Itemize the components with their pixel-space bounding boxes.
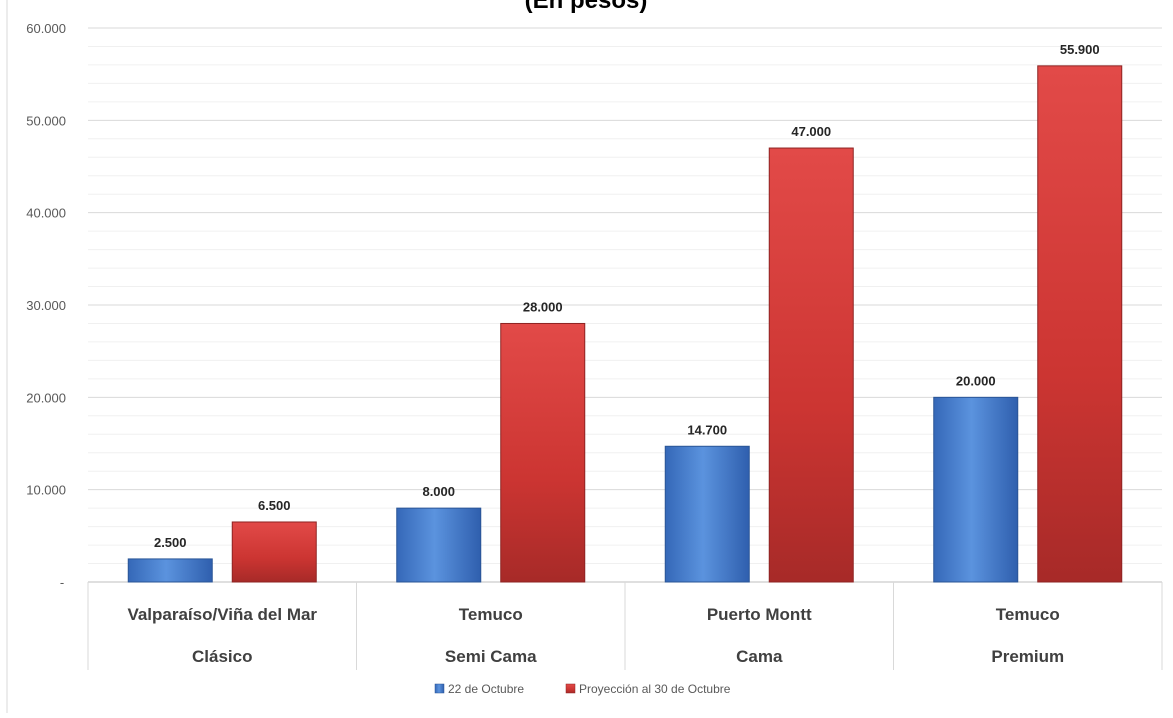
y-tick-label: 60.000 (26, 21, 66, 36)
bar-octubre-22[interactable] (933, 396, 1019, 583)
legend-label-proyeccion-30: Proyección al 30 de Octubre (579, 682, 731, 696)
data-label: 47.000 (791, 124, 831, 139)
bar-octubre-22[interactable] (127, 558, 213, 583)
bar-proyeccion-30[interactable] (768, 147, 854, 583)
bar-proyeccion-30[interactable] (500, 322, 586, 583)
y-tick-label: 10.000 (26, 483, 66, 498)
category-label-service: Cama (736, 647, 783, 666)
data-label: 14.700 (687, 422, 727, 437)
data-label: 55.900 (1060, 42, 1100, 57)
bar-proyeccion-30[interactable] (1037, 65, 1123, 583)
category-label-route: Temuco (996, 605, 1060, 624)
category-label-route: Temuco (459, 605, 523, 624)
y-tick-label: 30.000 (26, 298, 66, 313)
bar-proyeccion-30[interactable] (231, 521, 317, 583)
bar-octubre-22[interactable] (396, 507, 482, 583)
y-tick-label: - (60, 575, 64, 590)
y-tick-label: 50.000 (26, 113, 66, 128)
category-label-service: Premium (991, 647, 1064, 666)
chart-title: (En pesos) (525, 0, 648, 14)
data-label: 28.000 (523, 299, 563, 314)
y-tick-label: 20.000 (26, 390, 66, 405)
category-label-route: Puerto Montt (707, 605, 812, 624)
y-tick-label: 40.000 (26, 206, 66, 221)
data-label: 8.000 (422, 484, 455, 499)
legend-swatch-proyeccion-30 (565, 683, 576, 694)
bar-octubre-22[interactable] (664, 445, 750, 583)
category-label-service: Clásico (192, 647, 252, 666)
category-label-route: Valparaíso/Viña del Mar (127, 605, 317, 624)
category-label-service: Semi Cama (445, 647, 537, 666)
legend-swatch-octubre-22 (434, 683, 445, 694)
data-label: 20.000 (956, 373, 996, 388)
legend-label-octubre-22: 22 de Octubre (448, 682, 524, 696)
data-label: 2.500 (154, 535, 187, 550)
data-label: 6.500 (258, 498, 291, 513)
